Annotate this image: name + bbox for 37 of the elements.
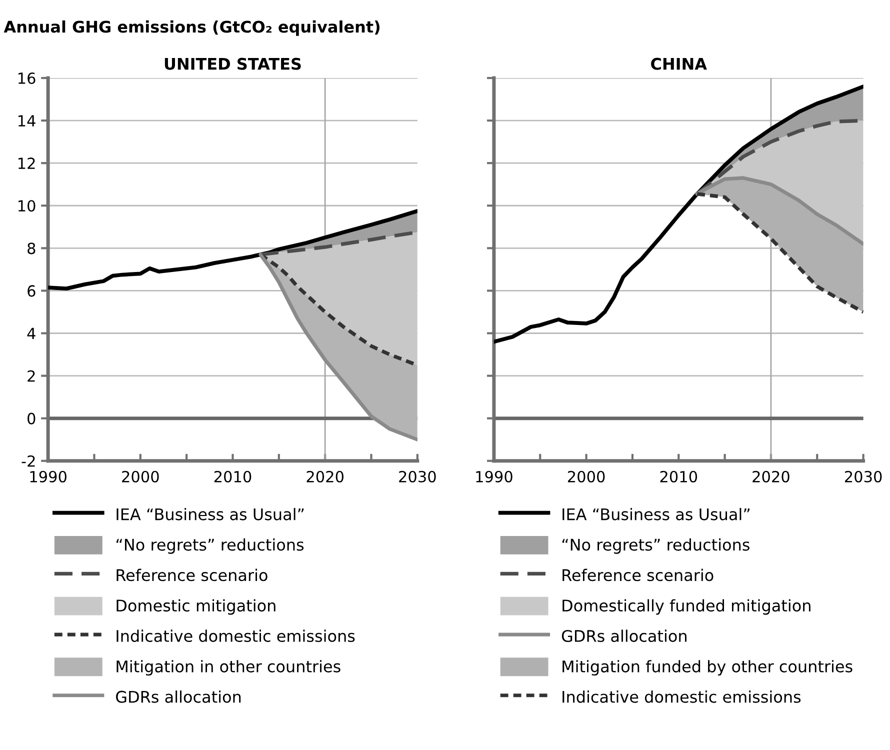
y-tick-label: 16: [18, 72, 36, 84]
y-tick-label: 6: [28, 285, 36, 297]
legend-label: IEA “Business as Usual”: [562, 508, 750, 520]
legend-label: Indicative domestic emissions: [116, 630, 355, 642]
x-tick-label: 1990: [30, 470, 66, 482]
legend-label: Indicative domestic emissions: [562, 690, 801, 703]
y-tick-label: 12: [18, 158, 35, 169]
x-tick-label: 2000: [568, 470, 605, 482]
x-tick-label: 2010: [214, 470, 252, 482]
legend-label: Domestic mitigation: [116, 599, 276, 615]
y-tick-label: -2: [22, 455, 35, 467]
x-tick-label: 1990: [476, 470, 512, 482]
legend-label: “No regrets” reductions: [116, 538, 304, 554]
x-tick-label: 2020: [306, 470, 344, 482]
y-tick-label: 0: [28, 412, 36, 424]
y-axis-title: Annual GHG emissions (GtCO₂ equivalent): [4, 20, 380, 36]
y-tick-label: 2: [28, 370, 35, 382]
legend-label: Domestically funded mitigation: [562, 599, 810, 615]
x-tick-label: 2010: [660, 470, 698, 482]
y-tick-label: 4: [27, 328, 36, 340]
x-tick-label: 2030: [844, 470, 882, 482]
legend-label: GDRs allocation: [116, 690, 241, 703]
chart-title: CHINA: [651, 58, 707, 70]
legend-label: GDRs allocation: [562, 630, 686, 642]
y-tick-label: 8: [28, 242, 36, 254]
legend-label: Mitigation funded by other countries: [562, 660, 852, 676]
x-tick-label: 2000: [122, 470, 159, 482]
legend-label: Mitigation in other countries: [116, 660, 340, 676]
x-tick-label: 2020: [752, 470, 790, 482]
legend-label: IEA “Business as Usual”: [116, 508, 304, 520]
chart-title: UNITED STATES: [164, 58, 301, 70]
legend-label: Reference scenario: [562, 568, 714, 582]
y-tick-label: 14: [18, 115, 36, 126]
legend-label: “No regrets” reductions: [562, 538, 750, 554]
legend-label: Reference scenario: [116, 568, 268, 582]
y-tick-label: 10: [18, 200, 36, 212]
x-tick-label: 2030: [399, 470, 436, 482]
